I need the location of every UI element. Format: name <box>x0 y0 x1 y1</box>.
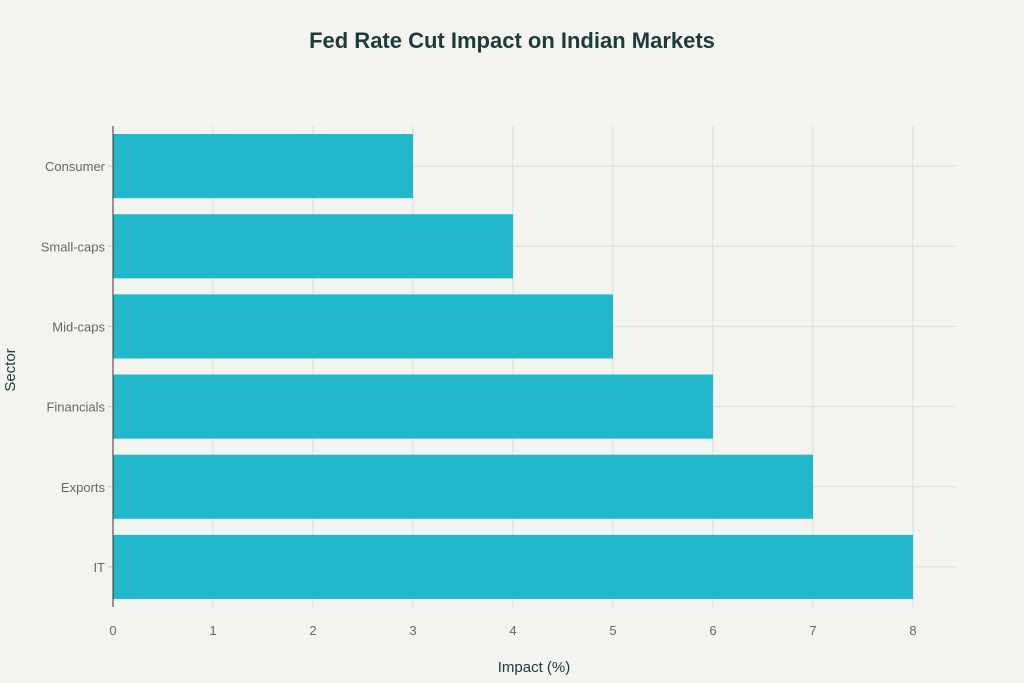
bar-small-caps <box>113 214 513 279</box>
x-tick-label: 7 <box>809 623 816 638</box>
y-tick-label: Exports <box>61 480 106 495</box>
y-tick-label: Small-caps <box>41 239 106 254</box>
bar-financials <box>113 374 713 439</box>
x-tick-label: 1 <box>209 623 216 638</box>
y-axis-label: Sector <box>2 348 19 391</box>
x-tick-label: 8 <box>909 623 916 638</box>
bar-mid-caps <box>113 294 613 359</box>
x-tick-label: 6 <box>709 623 716 638</box>
x-tick-label: 0 <box>109 623 116 638</box>
chart-title: Fed Rate Cut Impact on Indian Markets <box>309 28 715 53</box>
x-tick-label: 4 <box>509 623 516 638</box>
bar-it <box>113 534 913 599</box>
bar-exports <box>113 454 813 519</box>
bar-consumer <box>113 134 413 199</box>
y-tick-label: Consumer <box>45 159 106 174</box>
x-tick-label: 3 <box>409 623 416 638</box>
y-tick-label: IT <box>93 560 105 575</box>
x-tick-label: 5 <box>609 623 616 638</box>
x-axis-label: Impact (%) <box>498 659 571 676</box>
y-tick-label: Mid-caps <box>52 319 105 334</box>
x-tick-label: 2 <box>309 623 316 638</box>
y-tick-label: Financials <box>46 400 105 415</box>
